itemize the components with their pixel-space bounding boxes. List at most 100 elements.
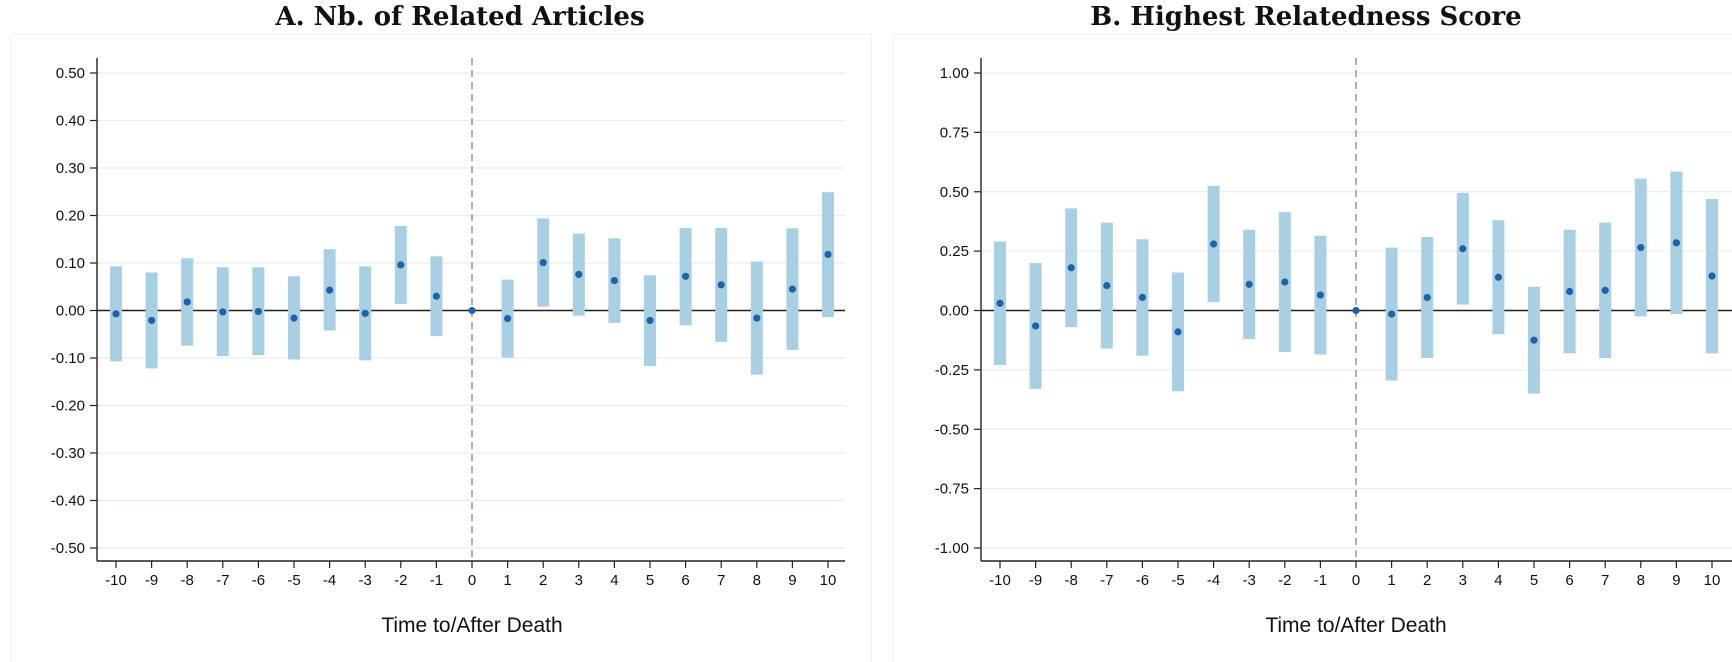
panel-b-point-estimate bbox=[1388, 310, 1396, 318]
panel-a-point-estimate bbox=[682, 272, 690, 280]
panel-b-point-estimate bbox=[1067, 264, 1075, 272]
panel-a-point-estimate bbox=[112, 310, 120, 318]
panel-a-point-estimate bbox=[610, 276, 619, 285]
panel-a-point-estimate bbox=[788, 285, 797, 293]
panel-b-x-tick-label: 0 bbox=[1352, 572, 1360, 589]
panel-b-point-estimate bbox=[1423, 293, 1431, 302]
panel-b-y-tick-label: 0.00 bbox=[940, 303, 969, 320]
panel-a-frame bbox=[10, 34, 872, 662]
panel-b-point-estimate bbox=[1708, 272, 1716, 280]
panel-a-y-tick-label: -0.40 bbox=[51, 493, 85, 510]
panel-a-y-tick-label: 0.50 bbox=[56, 65, 85, 82]
panel-a-x-tick-label: 4 bbox=[610, 572, 618, 589]
panel-b-frame bbox=[893, 34, 1732, 662]
panel-a-y-tick-label: 0.10 bbox=[56, 255, 85, 272]
panel-a-x-tick-label: -2 bbox=[394, 572, 407, 589]
panel-b-point-estimate bbox=[1281, 278, 1289, 286]
panel-b-point-estimate bbox=[1032, 322, 1040, 330]
panel-a-point-estimate bbox=[646, 316, 654, 325]
panel-b-x-tick-label: -2 bbox=[1278, 572, 1291, 589]
panel-b-x-tick-label: -8 bbox=[1065, 572, 1078, 589]
panel-b-point-estimate bbox=[1174, 328, 1182, 336]
panel-a-point-estimate bbox=[183, 298, 191, 306]
panel-b-x-tick-label: 10 bbox=[1704, 572, 1721, 589]
panel-b-x-tick-label: 3 bbox=[1459, 572, 1467, 589]
panel-a-x-tick-label: -8 bbox=[181, 572, 194, 589]
panel-a-point-estimate bbox=[539, 258, 547, 267]
panel-b-x-tick-label: -1 bbox=[1314, 572, 1327, 589]
panel-a-x-tick-label: -5 bbox=[287, 572, 300, 589]
panel-b-x-tick-label: 9 bbox=[1672, 572, 1680, 589]
panel-b-x-tick-label: -10 bbox=[989, 572, 1011, 589]
panel-a-point-estimate bbox=[717, 281, 725, 289]
panel-b-y-tick-label: -0.25 bbox=[935, 362, 969, 379]
panel-b-x-tick-label: -5 bbox=[1171, 572, 1184, 589]
panel-b-x-axis-label: Time to/After Death bbox=[1265, 614, 1446, 637]
panel-b-point-estimate bbox=[1530, 336, 1538, 344]
panel-b-x-tick-label: -7 bbox=[1100, 572, 1113, 589]
panel-b-x-tick-label: 4 bbox=[1494, 572, 1502, 589]
panel-b-y-tick-label: -0.50 bbox=[935, 421, 969, 438]
panel-a-point-estimate bbox=[326, 286, 334, 294]
panel-b-x-tick-label: 1 bbox=[1387, 572, 1395, 589]
panel-a-title: A. Nb. of Related Articles bbox=[275, 2, 645, 32]
panel-a-x-tick-label: 8 bbox=[753, 572, 761, 589]
panel-b-point-estimate bbox=[1566, 287, 1574, 296]
panel-a-y-tick-label: 0.00 bbox=[56, 303, 85, 320]
panel-a-x-axis-label: Time to/After Death bbox=[381, 614, 562, 637]
panel-a-point-estimate bbox=[219, 308, 227, 316]
panel-a-x-tick-label: 6 bbox=[681, 572, 689, 589]
panel-b-y-tick-label: 0.25 bbox=[940, 243, 969, 260]
panel-b-point-estimate bbox=[996, 299, 1004, 307]
panel-b-x-tick-label: 6 bbox=[1565, 572, 1573, 589]
panel-b-x-tick-label: -4 bbox=[1207, 572, 1220, 589]
panel-a-x-tick-label: -9 bbox=[145, 572, 158, 589]
panel-b-point-estimate bbox=[1494, 273, 1502, 281]
panel-b-x-tick-label: -9 bbox=[1029, 572, 1042, 589]
panel-b-point-estimate bbox=[1672, 239, 1680, 247]
panel-b-x-tick-label: 5 bbox=[1530, 572, 1538, 589]
panel-a-y-tick-label: 0.30 bbox=[56, 160, 85, 177]
panel-a-point-estimate bbox=[504, 314, 512, 323]
panel-a-y-tick-label: -0.50 bbox=[51, 540, 85, 557]
panel-a-y-tick-label: 0.20 bbox=[56, 208, 85, 225]
panel-b-point-estimate bbox=[1352, 306, 1360, 315]
panel-b-y-tick-label: -0.75 bbox=[935, 481, 969, 498]
panel-a-x-tick-label: 0 bbox=[468, 572, 476, 589]
panel-a-point-estimate bbox=[148, 316, 156, 325]
panel-a-x-tick-label: -1 bbox=[430, 572, 443, 589]
panel-b-point-estimate bbox=[1138, 293, 1146, 302]
panel-a-x-tick-label: -3 bbox=[359, 572, 372, 589]
panel-b-point-estimate bbox=[1316, 291, 1324, 299]
panel-a-x-tick-label: 2 bbox=[539, 572, 547, 589]
panel-a-y-tick-label: -0.30 bbox=[51, 445, 85, 462]
panel-b-y-tick-label: -1.00 bbox=[935, 540, 969, 557]
panel-a-point-estimate bbox=[753, 314, 761, 322]
panel-b-x-tick-label: -6 bbox=[1136, 572, 1149, 589]
panel-b-point-estimate bbox=[1459, 245, 1467, 253]
panel-a-y-tick-label: -0.20 bbox=[51, 398, 85, 415]
panel-a-point-estimate bbox=[361, 309, 369, 317]
panel-b-point-estimate bbox=[1601, 286, 1609, 294]
panel-a-x-tick-label: -7 bbox=[216, 572, 229, 589]
panel-b-x-tick-label: 8 bbox=[1637, 572, 1645, 589]
panel-a-point-estimate bbox=[468, 306, 476, 315]
panel-a-x-tick-label: -4 bbox=[323, 572, 336, 589]
panel-b-title: B. Highest Relatedness Score bbox=[1090, 2, 1522, 32]
panel-a-x-tick-label: 5 bbox=[646, 572, 654, 589]
panel-b-point-estimate bbox=[1245, 280, 1253, 288]
panel-a-x-tick-label: 3 bbox=[575, 572, 583, 589]
panel-a-point-estimate bbox=[254, 307, 262, 316]
panel-a-point-estimate bbox=[824, 250, 832, 259]
panel-b-y-tick-label: 0.50 bbox=[940, 184, 969, 201]
panel-a-y-tick-label: 0.40 bbox=[56, 113, 85, 130]
panel-b-y-tick-label: 1.00 bbox=[940, 65, 969, 82]
panel-a-x-tick-label: 1 bbox=[503, 572, 511, 589]
panel-b-point-estimate bbox=[1637, 243, 1645, 252]
panel-a-x-tick-label: -10 bbox=[105, 572, 127, 589]
panel-b-x-tick-label: -3 bbox=[1243, 572, 1256, 589]
panel-a-x-tick-label: 10 bbox=[820, 572, 837, 589]
panel-a-point-estimate bbox=[432, 292, 440, 300]
panel-a-x-tick-label: -6 bbox=[252, 572, 265, 589]
